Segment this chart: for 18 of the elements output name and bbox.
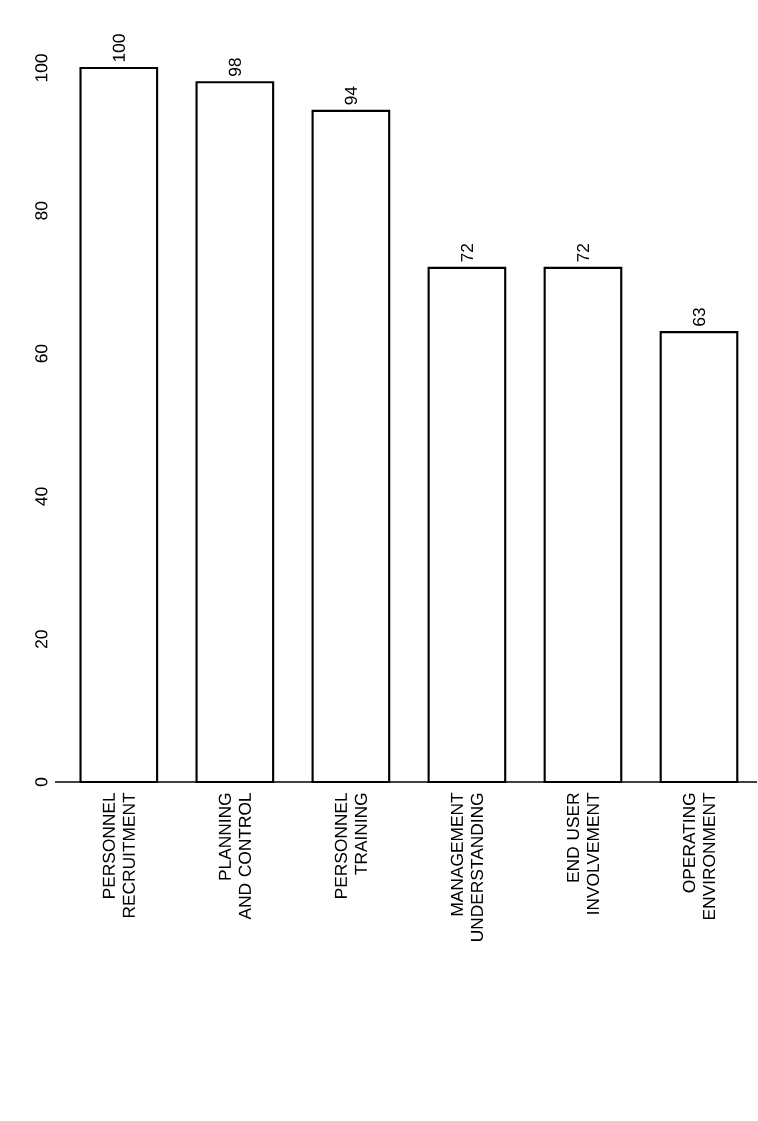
y-tick-label: 60 <box>35 344 48 363</box>
x-tick-label: PERSONNEL TRAINING <box>334 792 368 898</box>
y-tick-label: 40 <box>35 487 48 506</box>
x-tick-label: END USER INVOLVEMENT <box>566 792 600 914</box>
data-label: 94 <box>344 86 358 105</box>
x-tick-label: MANAGEMENT UNDERSTANDING <box>450 792 484 941</box>
x-tick-label: PLANNING AND CONTROL <box>218 792 252 920</box>
data-label: 98 <box>228 58 242 76</box>
x-tick-label: PERSONNEL RECRUITMENT <box>102 792 136 918</box>
data-label: 72 <box>460 244 474 262</box>
y-tick-label: 80 <box>35 201 48 220</box>
data-label: 63 <box>692 308 706 326</box>
data-label: 72 <box>576 244 590 262</box>
y-tick-label: 20 <box>35 630 48 648</box>
y-tick-label: 100 <box>35 54 48 82</box>
data-label: 100 <box>112 34 126 62</box>
y-tick-label: 0 <box>35 777 48 787</box>
x-tick-label: OPERATING ENVIRONMENT <box>682 792 716 920</box>
